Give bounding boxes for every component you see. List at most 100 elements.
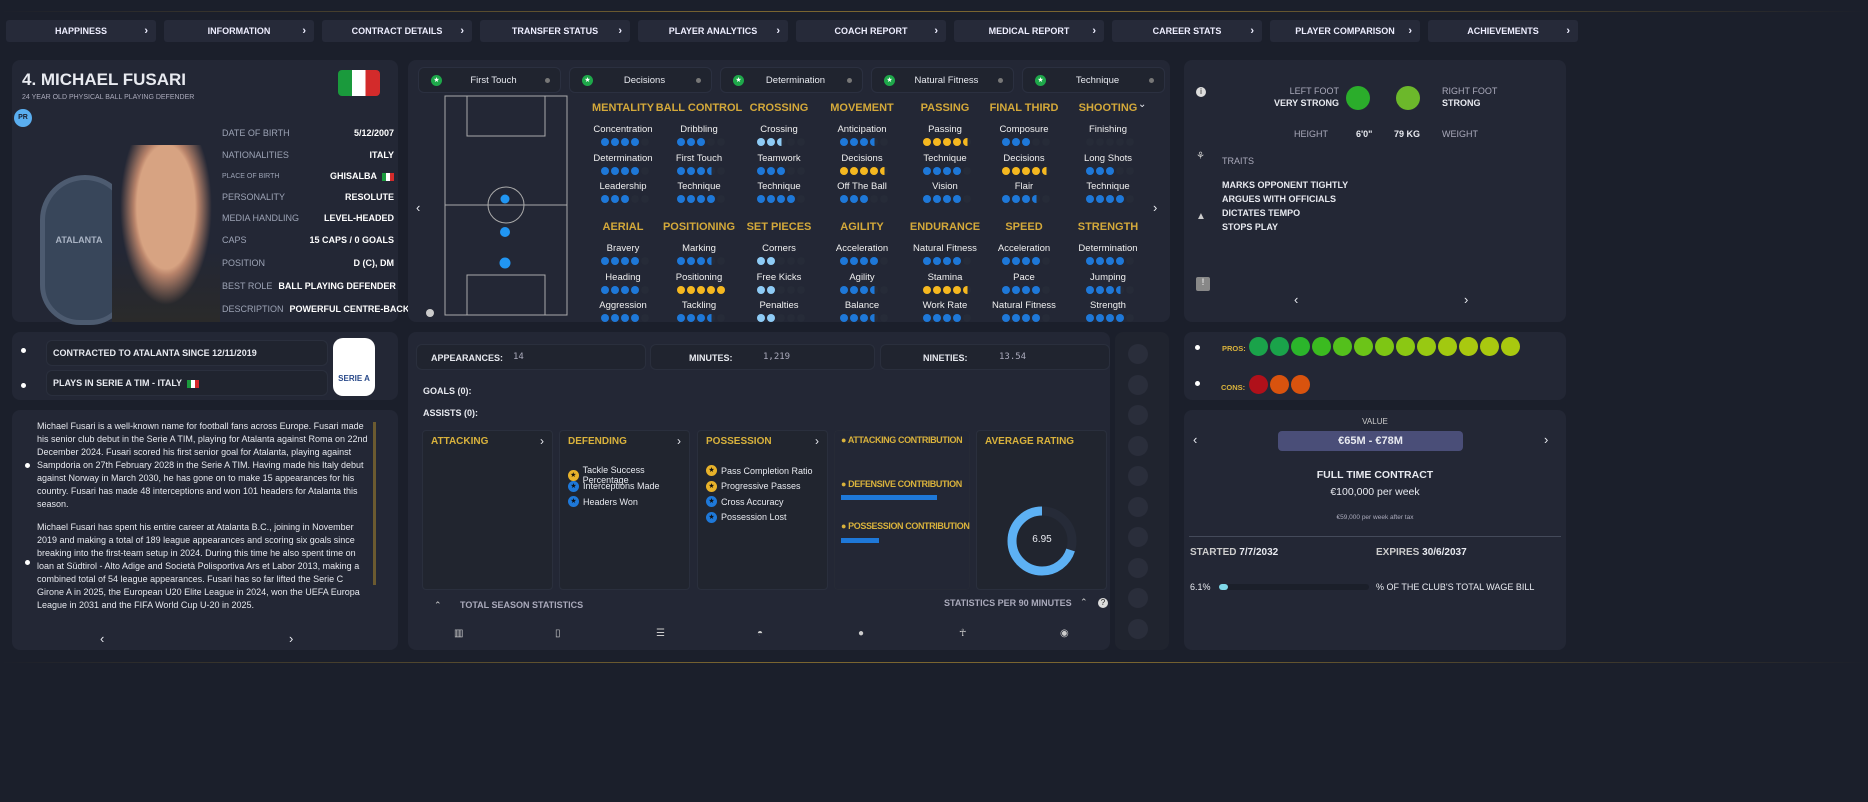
rating-dot [923,314,931,322]
stat-item[interactable]: ★ Cross Accuracy [706,496,784,507]
tackle-icon[interactable] [1128,435,1148,456]
rating-dot [1086,138,1094,146]
next-arrow[interactable]: › [1464,292,1469,307]
gear-icon[interactable] [1128,557,1148,578]
attribute-rating [601,166,649,175]
height-label: HEIGHT [1294,129,1329,139]
shield-icon[interactable] [1128,588,1148,608]
nav-tab-player-analytics[interactable]: PLAYER ANALYTICS › [638,20,788,42]
rating-dot [1116,257,1124,265]
pro-badge-icon[interactable] [1396,337,1415,356]
stat-item[interactable]: ★ Pass Completion Ratio [706,465,813,476]
chevron-right-icon: › [1250,25,1254,37]
detail-value: GHISALBA [330,171,394,181]
attribute-name: Finishing [1088,124,1128,135]
stat-item[interactable]: ★ Headers Won [568,496,638,507]
rating-dot [677,138,685,146]
chevron-right-icon[interactable]: › [540,434,544,448]
pencil-icon[interactable] [1128,496,1148,517]
con-badge-icon[interactable] [1291,375,1310,394]
prev-arrow[interactable]: ‹ [416,200,421,215]
rating-dot [777,195,785,203]
rating-dot [687,285,695,294]
collapse-icon[interactable]: ⌃ [1080,597,1088,607]
pro-badge-icon[interactable] [1501,337,1520,356]
stat-item-label: Headers Won [583,496,638,507]
key-attribute-tab[interactable]: ★ Decisions [569,67,712,93]
info-icon[interactable] [426,309,434,317]
rating-dot [797,285,805,294]
nav-tab-player-comparison[interactable]: PLAYER COMPARISON › [1270,20,1420,42]
nav-tab-medical-report[interactable]: MEDICAL REPORT › [954,20,1104,42]
laptop-icon[interactable] [1128,374,1148,395]
pro-badge-icon[interactable] [1438,337,1457,356]
rating-dot [860,138,868,146]
notebook-icon[interactable]: ▯ [555,628,561,639]
stat-item[interactable]: ★ Tackle Success Percentage [568,465,689,485]
next-arrow[interactable]: › [1153,200,1158,215]
rating-dot [880,166,888,175]
nav-tab-contract-details[interactable]: CONTRACT DETAILS › [322,20,472,42]
help-icon[interactable]: ? [1098,598,1108,608]
per90-toggle[interactable]: STATISTICS PER 90 MINUTES [944,598,1072,608]
chevron-right-icon[interactable]: › [815,434,819,448]
next-arrow[interactable]: › [289,631,294,646]
detail-label: DESCRIPTION [222,304,284,314]
rating-dot [787,314,795,322]
key-attribute-tab[interactable]: ★ Technique [1022,67,1165,93]
runner-icon[interactable]: ☥ [959,628,967,639]
prev-arrow[interactable]: ‹ [1193,432,1198,447]
map-icon[interactable] [1128,618,1148,639]
key-attribute-tab[interactable]: ★ Determination [720,67,863,93]
badge-icon[interactable]: ◉ [1060,628,1069,639]
anchor-icon[interactable] [1128,344,1148,364]
info-icon[interactable]: i [1196,87,1206,97]
detail-label: PERSONALITY [222,192,286,202]
helmet-icon[interactable]: ◓ [757,628,764,639]
stat-item[interactable]: ★ Interceptions Made [568,480,660,492]
pro-badge-icon[interactable] [1417,337,1436,356]
bell-icon: ▲ [1196,211,1206,222]
total-season-toggle[interactable]: TOTAL SEASON STATISTICS [460,600,584,610]
nav-tab-information[interactable]: INFORMATION › [164,20,314,42]
pro-badge-icon[interactable] [1375,337,1394,356]
nav-tab-transfer-status[interactable]: TRANSFER STATUS › [480,20,630,42]
pro-badge-icon[interactable] [1291,337,1310,356]
con-badge-icon[interactable] [1249,375,1268,394]
list-icon[interactable]: ☰ [656,628,665,639]
scrollbar[interactable] [373,422,376,585]
nav-tab-happiness[interactable]: HAPPINESS › [6,20,156,42]
nav-tab-achievements[interactable]: ACHIEVEMENTS › [1428,20,1578,42]
pro-badge-icon[interactable] [1312,337,1331,356]
attribute-name: Off The Ball [837,181,887,192]
pro-badge-icon[interactable] [1270,337,1289,356]
head-icon[interactable] [1128,527,1148,547]
key-attribute-tab[interactable]: ★ First Touch [418,67,561,93]
pro-badge-icon[interactable] [1459,337,1478,356]
nav-tab-career-stats[interactable]: CAREER STATS › [1112,20,1262,42]
pro-badge-icon[interactable] [1480,337,1499,356]
chart-icon[interactable] [1128,405,1148,425]
next-arrow[interactable]: › [1544,432,1549,447]
nav-tab-coach-report[interactable]: COACH REPORT › [796,20,946,42]
chevron-down-icon[interactable]: ⌄ [1138,99,1147,110]
rating-dot [953,314,961,322]
detail-row: BEST ROLE BALL PLAYING DEFENDER [222,279,396,293]
collapse-icon[interactable]: ⌃ [434,600,442,610]
prev-arrow[interactable]: ‹ [1294,292,1299,307]
pro-badge-icon[interactable] [1249,337,1268,356]
pro-badge-icon[interactable] [1333,337,1352,356]
attributes-panel [408,60,1170,322]
chevron-right-icon[interactable]: › [677,434,681,448]
stat-item[interactable]: ★ Possession Lost [706,511,787,523]
con-badge-icon[interactable] [1270,375,1289,394]
stat-item[interactable]: ★ Progressive Passes [706,480,801,492]
eye-icon[interactable] [1128,466,1148,486]
bar-chart-icon[interactable]: ▥ [454,628,464,639]
rating-dot [1032,195,1040,203]
pro-badge-icon[interactable] [1354,337,1373,356]
ball-icon[interactable]: ● [858,628,865,639]
attribute-rating [923,195,971,203]
key-attribute-tab[interactable]: ★ Natural Fitness [871,67,1014,93]
prev-arrow[interactable]: ‹ [100,631,105,646]
